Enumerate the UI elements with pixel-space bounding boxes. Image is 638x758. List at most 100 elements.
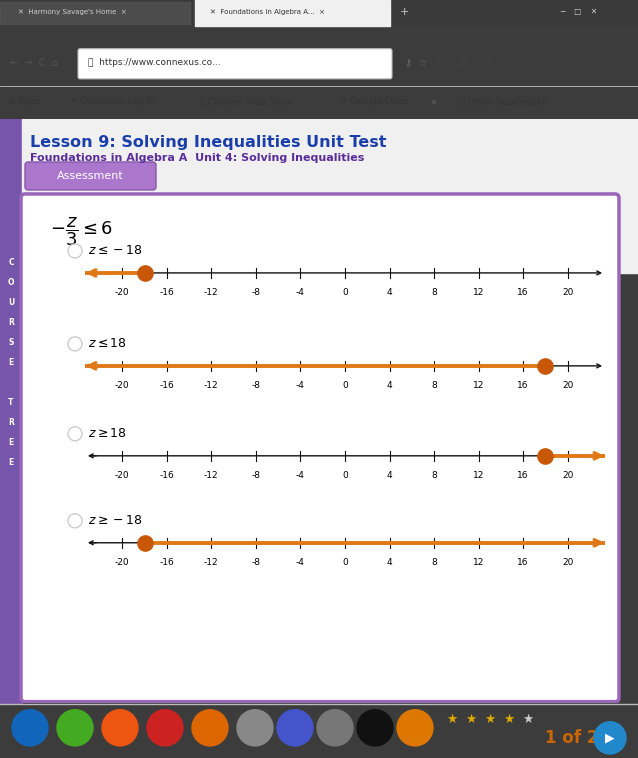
- Text: 12: 12: [473, 471, 484, 480]
- Text: -20: -20: [115, 471, 130, 480]
- Text: R: R: [8, 418, 14, 428]
- Text: ★: ★: [465, 713, 477, 726]
- Text: ─    □    ✕: ─ □ ✕: [560, 8, 597, 17]
- Circle shape: [357, 709, 393, 746]
- Text: 16: 16: [517, 381, 529, 390]
- Text: ★: ★: [484, 713, 496, 726]
- Text: ▶: ▶: [605, 731, 615, 744]
- Text: 4: 4: [387, 288, 392, 297]
- Text: ⊘  🎧  N  G  👤  ⋮: ⊘ 🎧 N G 👤 ⋮: [435, 58, 505, 67]
- Text: 20: 20: [562, 558, 574, 567]
- FancyBboxPatch shape: [78, 49, 392, 79]
- Text: R: R: [8, 318, 14, 327]
- Circle shape: [594, 722, 626, 754]
- Text: ✕  Foundations in Algebra A...  ×: ✕ Foundations in Algebra A... ×: [210, 9, 325, 15]
- Text: ⊞ Apps: ⊞ Apps: [8, 98, 41, 106]
- Text: -16: -16: [160, 381, 174, 390]
- Text: Foundations in Algebra A  Unit 4: Solving Inequalities: Foundations in Algebra A Unit 4: Solving…: [30, 153, 364, 163]
- Text: $z \leq 18$: $z \leq 18$: [88, 337, 127, 350]
- Text: +: +: [400, 7, 410, 17]
- Circle shape: [147, 709, 183, 746]
- Text: -20: -20: [115, 288, 130, 297]
- Text: 16: 16: [517, 288, 529, 297]
- Circle shape: [102, 709, 138, 746]
- Text: 20: 20: [562, 288, 574, 297]
- Text: 0: 0: [342, 381, 348, 390]
- Circle shape: [69, 245, 81, 257]
- Text: Assessment: Assessment: [57, 171, 123, 181]
- Text: ★: ★: [503, 713, 515, 726]
- Text: $z \geq 18$: $z \geq 18$: [88, 428, 127, 440]
- Text: 4: 4: [387, 471, 392, 480]
- Text: 4: 4: [387, 381, 392, 390]
- Text: 12: 12: [473, 288, 484, 297]
- Text: -20: -20: [115, 558, 130, 567]
- FancyBboxPatch shape: [25, 162, 156, 190]
- Text: ★: ★: [447, 713, 457, 726]
- Text: 0: 0: [342, 471, 348, 480]
- Text: 12: 12: [473, 558, 484, 567]
- Circle shape: [192, 709, 228, 746]
- Circle shape: [69, 515, 81, 527]
- Text: ✕  Harmony Savage's Home  ×: ✕ Harmony Savage's Home ×: [18, 9, 127, 15]
- Text: -4: -4: [296, 558, 305, 567]
- Text: -12: -12: [204, 381, 219, 390]
- Text: S: S: [8, 338, 13, 347]
- Text: ⚷  ☆: ⚷ ☆: [405, 58, 427, 67]
- Text: -12: -12: [204, 471, 219, 480]
- Text: -4: -4: [296, 288, 305, 297]
- Text: E: E: [8, 359, 13, 368]
- Text: E: E: [8, 459, 13, 467]
- Text: -16: -16: [160, 558, 174, 567]
- Text: 16: 16: [517, 471, 529, 480]
- Text: U: U: [8, 299, 14, 308]
- Text: 4: 4: [387, 558, 392, 567]
- Text: 8: 8: [431, 471, 437, 480]
- Text: -16: -16: [160, 471, 174, 480]
- Text: 20: 20: [562, 381, 574, 390]
- Circle shape: [12, 709, 48, 746]
- Text: $z \geq -18$: $z \geq -18$: [88, 514, 142, 528]
- Text: 🔒  https://www.connexus.co...: 🔒 https://www.connexus.co...: [88, 58, 221, 67]
- Text: 20: 20: [562, 471, 574, 480]
- Text: -12: -12: [204, 288, 219, 297]
- Text: -8: -8: [251, 381, 260, 390]
- Text: C: C: [8, 258, 14, 268]
- Text: 0: 0: [342, 558, 348, 567]
- Circle shape: [397, 709, 433, 746]
- Circle shape: [57, 709, 93, 746]
- Text: ✕ Connexus Log In: ✕ Connexus Log In: [70, 98, 155, 106]
- Text: 🎒 Chrome Web Store ·: 🎒 Chrome Web Store ·: [200, 98, 299, 106]
- Text: -16: -16: [160, 288, 174, 297]
- Text: E: E: [8, 438, 13, 447]
- Text: Lesson 9: Solving Inequalities Unit Test: Lesson 9: Solving Inequalities Unit Test: [30, 135, 387, 150]
- Text: 16: 16: [517, 558, 529, 567]
- Text: 8: 8: [431, 381, 437, 390]
- Text: ★: ★: [523, 713, 533, 726]
- Circle shape: [277, 709, 313, 746]
- Text: T: T: [8, 399, 13, 407]
- Circle shape: [69, 338, 81, 350]
- Text: -8: -8: [251, 288, 260, 297]
- Text: 12: 12: [473, 381, 484, 390]
- Text: $-\dfrac{z}{3} \leq 6$: $-\dfrac{z}{3} \leq 6$: [50, 215, 113, 248]
- Text: -4: -4: [296, 381, 305, 390]
- Text: 0: 0: [342, 288, 348, 297]
- Circle shape: [237, 709, 273, 746]
- Text: $z \leq -18$: $z \leq -18$: [88, 244, 142, 258]
- Text: -20: -20: [115, 381, 130, 390]
- Text: 8: 8: [431, 288, 437, 297]
- Text: -8: -8: [251, 558, 260, 567]
- Text: -8: -8: [251, 471, 260, 480]
- Text: ≡ Google Docs: ≡ Google Docs: [340, 98, 407, 106]
- Text: 8: 8: [431, 558, 437, 567]
- Text: -12: -12: [204, 558, 219, 567]
- Text: ←  →  C  ⌂: ← → C ⌂: [10, 58, 58, 67]
- Text: O: O: [8, 278, 14, 287]
- FancyBboxPatch shape: [21, 194, 619, 702]
- Text: 📋 Other bookmarks: 📋 Other bookmarks: [460, 98, 547, 106]
- Text: 1 of 2: 1 of 2: [545, 729, 598, 747]
- Text: -4: -4: [296, 471, 305, 480]
- Circle shape: [69, 428, 81, 440]
- Text: »: »: [430, 97, 436, 107]
